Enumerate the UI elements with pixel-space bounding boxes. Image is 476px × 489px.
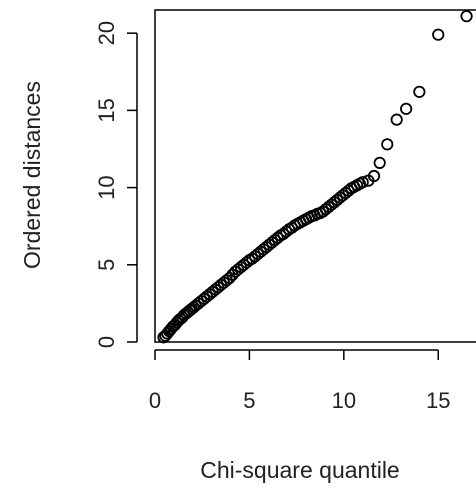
x-tick-label: 15 [426,388,450,413]
x-axis-label: Chi-square quantile [200,457,399,483]
data-point [432,28,445,41]
data-point [413,85,426,98]
data-points [157,10,473,344]
data-point [390,113,403,126]
data-point [356,176,369,189]
data-point [400,102,413,115]
y-tick-label: 15 [94,98,119,122]
y-tick-label: 0 [94,336,119,348]
y-tick-label: 5 [94,259,119,271]
axis-labels: Chi-square quantile Ordered distances [19,81,400,483]
data-point [367,169,381,183]
x-tick-label: 5 [243,388,255,413]
x-tick-label: 0 [149,388,161,413]
data-point [381,138,394,151]
y-tick-label: 10 [94,175,119,199]
data-point [373,156,386,169]
axes: 0 5 10 15 0 5 10 15 20 [94,9,476,413]
y-axis-label: Ordered distances [19,81,45,269]
data-point [460,10,473,23]
x-tick-label: 10 [332,388,356,413]
plot-frame [154,9,476,343]
y-tick-label: 20 [94,21,119,45]
